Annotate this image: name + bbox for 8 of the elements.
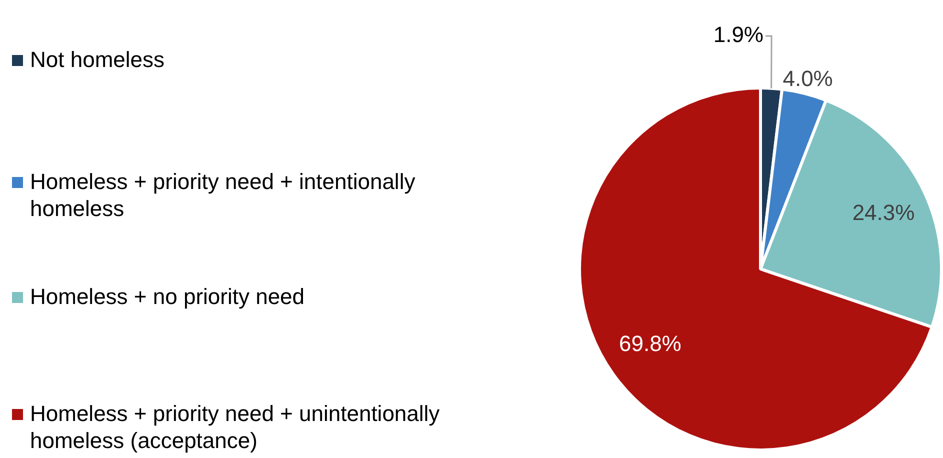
data-label: 69.8% [618,331,682,356]
data-label: 24.3% [852,200,915,225]
legend-label: Not homeless [30,47,165,72]
legend-label: Homeless + priority need + unintentionally homeless (acceptance) [30,401,440,453]
data-label: 1.9% [713,22,764,48]
legend-label: Homeless + priority need + intentionally homeless [30,169,416,221]
data-label: 4.0% [782,66,833,91]
legend-label: Homeless + no priority need [30,284,305,309]
